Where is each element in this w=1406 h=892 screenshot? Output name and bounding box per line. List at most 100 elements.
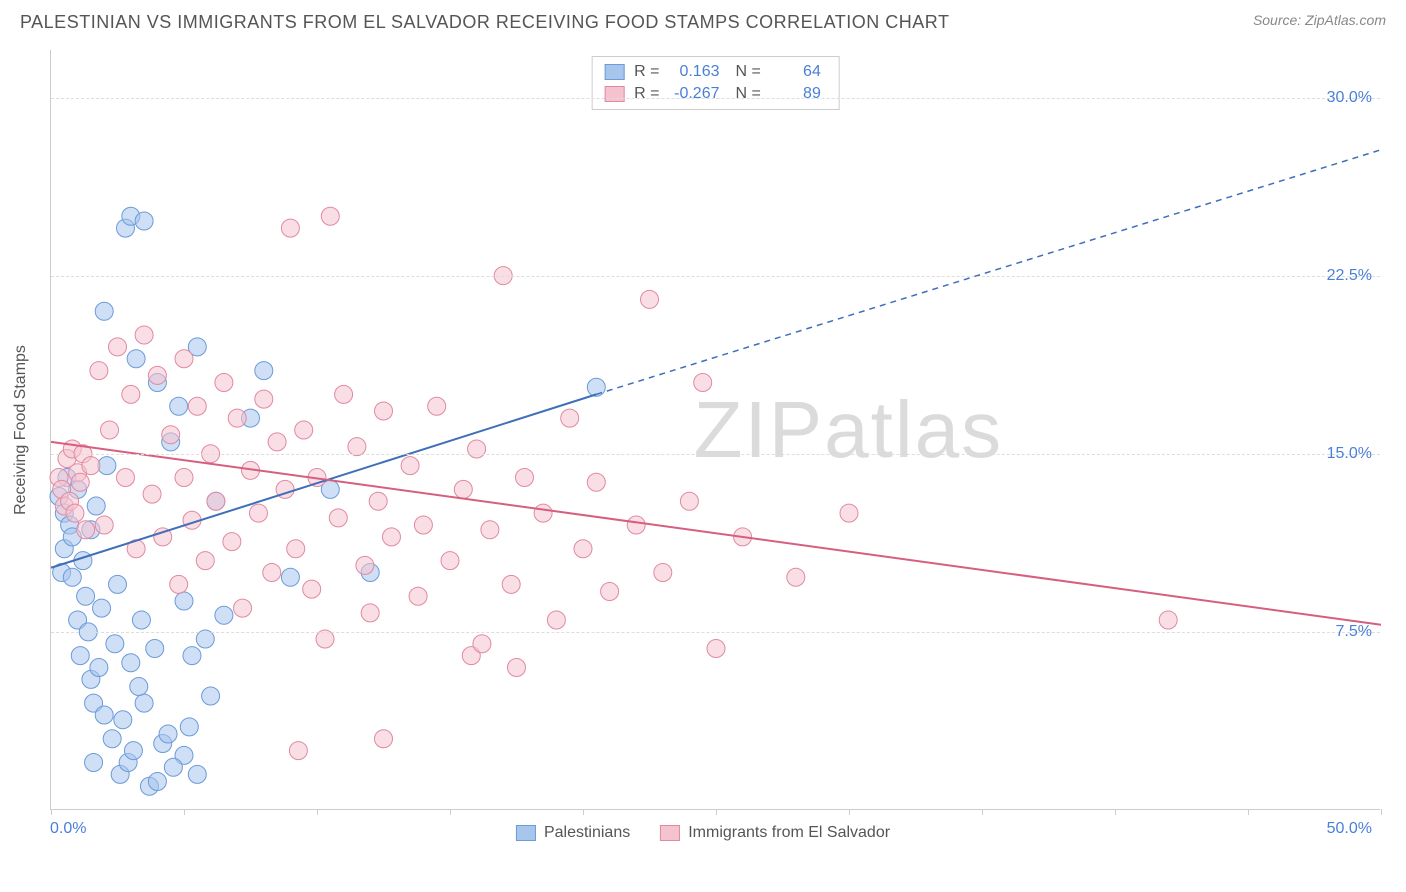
data-point — [188, 397, 206, 415]
data-point — [77, 587, 95, 605]
data-point — [95, 516, 113, 534]
data-point — [295, 421, 313, 439]
data-point — [135, 694, 153, 712]
data-point — [135, 326, 153, 344]
data-point — [428, 397, 446, 415]
data-point — [183, 647, 201, 665]
data-point — [180, 718, 198, 736]
data-point — [98, 457, 116, 475]
scatter-plot-svg — [51, 50, 1380, 809]
data-point — [601, 583, 619, 601]
grid-line — [51, 454, 1380, 455]
data-point — [103, 730, 121, 748]
data-point — [375, 402, 393, 420]
data-point — [101, 421, 119, 439]
data-point — [170, 397, 188, 415]
data-point — [215, 374, 233, 392]
data-point — [175, 592, 193, 610]
n-value-2: 89 — [771, 85, 821, 103]
n-label: N = — [736, 63, 761, 81]
data-point — [63, 568, 81, 586]
data-point — [414, 516, 432, 534]
data-point — [587, 473, 605, 491]
legend-swatch-2 — [660, 825, 680, 841]
data-point — [164, 758, 182, 776]
data-point — [71, 647, 89, 665]
x-tick — [1381, 809, 1382, 815]
data-point — [303, 580, 321, 598]
stats-row-series-2: R = -0.267 N = 89 — [604, 83, 827, 105]
data-point — [409, 587, 427, 605]
data-point — [109, 575, 127, 593]
data-point — [473, 635, 491, 653]
data-point — [255, 390, 273, 408]
data-point — [122, 654, 140, 672]
grid-line — [51, 276, 1380, 277]
r-value-2: -0.267 — [670, 85, 720, 103]
data-point — [287, 540, 305, 558]
x-max-label: 50.0% — [1327, 820, 1372, 838]
data-point — [135, 212, 153, 230]
data-point — [249, 504, 267, 522]
legend-label-1: Palestinians — [544, 824, 630, 842]
x-min-label: 0.0% — [50, 820, 86, 838]
data-point — [146, 640, 164, 658]
data-point — [175, 469, 193, 487]
data-point — [263, 564, 281, 582]
data-point — [95, 302, 113, 320]
data-point — [587, 378, 605, 396]
data-point — [707, 640, 725, 658]
data-point — [87, 497, 105, 515]
data-point — [71, 473, 89, 491]
data-point — [66, 504, 84, 522]
stats-row-series-1: R = 0.163 N = 64 — [604, 61, 827, 83]
data-point — [627, 516, 645, 534]
data-point — [90, 362, 108, 380]
data-point — [170, 575, 188, 593]
data-point — [207, 492, 225, 510]
stats-legend-box: R = 0.163 N = 64 R = -0.267 N = 89 — [591, 56, 840, 110]
data-point — [130, 678, 148, 696]
data-point — [654, 564, 672, 582]
data-point — [116, 469, 134, 487]
data-point — [574, 540, 592, 558]
y-tick-label: 30.0% — [1327, 89, 1372, 107]
data-point — [159, 725, 177, 743]
data-point — [468, 440, 486, 458]
r-value-1: 0.163 — [670, 63, 720, 81]
data-point — [127, 350, 145, 368]
chart-source: Source: ZipAtlas.com — [1253, 12, 1386, 28]
data-point — [124, 742, 142, 760]
data-point — [534, 504, 552, 522]
data-point — [82, 457, 100, 475]
data-point — [1159, 611, 1177, 629]
x-tick — [51, 809, 52, 815]
data-point — [502, 575, 520, 593]
y-tick-label: 7.5% — [1336, 623, 1372, 641]
data-point — [132, 611, 150, 629]
x-tick — [1248, 809, 1249, 815]
data-point — [106, 635, 124, 653]
data-point — [109, 338, 127, 356]
data-point — [481, 521, 499, 539]
data-point — [356, 556, 374, 574]
data-point — [281, 568, 299, 586]
data-point — [228, 409, 246, 427]
data-point — [840, 504, 858, 522]
data-point — [143, 485, 161, 503]
data-point — [148, 366, 166, 384]
legend-label-2: Immigrants from El Salvador — [688, 824, 890, 842]
data-point — [508, 659, 526, 677]
data-point — [255, 362, 273, 380]
swatch-series-1 — [604, 64, 624, 80]
data-point — [641, 290, 659, 308]
data-point — [223, 533, 241, 551]
r-label-2: R = — [634, 85, 659, 103]
legend-item-1: Palestinians — [516, 824, 630, 842]
data-point — [162, 426, 180, 444]
x-tick — [1115, 809, 1116, 815]
chart-title: PALESTINIAN VS IMMIGRANTS FROM EL SALVAD… — [20, 12, 949, 33]
data-point — [188, 765, 206, 783]
data-point — [361, 604, 379, 622]
data-point — [454, 480, 472, 498]
